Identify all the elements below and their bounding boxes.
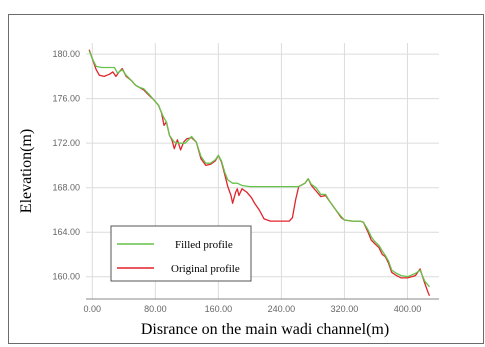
tick-layer: 180.00 176.00 172.00 168.00 164.00 160.00 0.00… — [52, 49, 421, 314]
x-tick-label: 240.00 — [268, 304, 296, 314]
legend-label-original-profile: Original profile — [171, 263, 240, 275]
series-line-original-profile — [88, 49, 431, 296]
y-axis-title: Elevation(m) — [18, 129, 35, 213]
series-layer — [88, 49, 431, 296]
series-line-filled-profile — [88, 50, 430, 288]
y-tick-label: 168.00 — [52, 183, 80, 193]
y-tick-label: 180.00 — [52, 49, 80, 59]
x-tick-label: 160.00 — [205, 304, 233, 314]
x-tick-label: 400.00 — [394, 304, 422, 314]
x-tick-label: 320.00 — [331, 304, 359, 314]
x-tick-label: 80.00 — [144, 304, 167, 314]
legend-box — [110, 225, 252, 282]
y-tick-label: 164.00 — [52, 227, 80, 237]
x-axis-title: Disrance on the main wadi channel(m) — [141, 321, 389, 338]
x-tick-label: 0.00 — [84, 304, 102, 314]
y-tick-label: 160.00 — [52, 272, 80, 282]
y-tick-label: 172.00 — [52, 138, 80, 148]
legend: Filled profile Original profile — [110, 225, 252, 282]
y-tick-label: 176.00 — [52, 94, 80, 104]
legend-label-filled-profile: Filled profile — [175, 239, 233, 251]
